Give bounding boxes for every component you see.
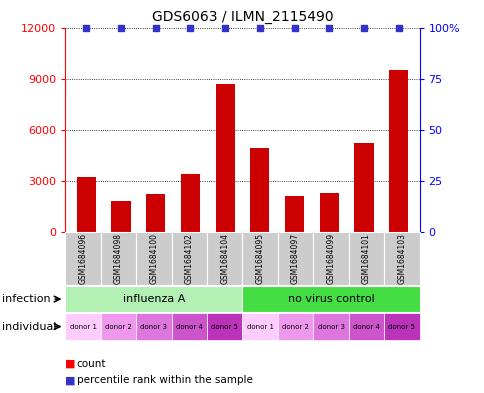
Bar bbox=[181, 174, 199, 232]
Text: donor 2: donor 2 bbox=[282, 323, 308, 330]
Text: GSM1684097: GSM1684097 bbox=[290, 233, 300, 284]
Text: donor 5: donor 5 bbox=[388, 323, 414, 330]
Text: percentile rank within the sample: percentile rank within the sample bbox=[76, 375, 252, 386]
Bar bbox=[111, 201, 130, 232]
Bar bbox=[215, 84, 234, 232]
Bar bbox=[250, 149, 269, 232]
Text: no virus control: no virus control bbox=[287, 294, 374, 304]
Text: GSM1684096: GSM1684096 bbox=[78, 233, 88, 284]
Bar bbox=[319, 193, 338, 232]
Text: donor 3: donor 3 bbox=[317, 323, 344, 330]
Text: donor 5: donor 5 bbox=[211, 323, 238, 330]
Text: influenza A: influenza A bbox=[122, 294, 185, 304]
Text: GSM1684101: GSM1684101 bbox=[361, 233, 370, 284]
Text: individual: individual bbox=[2, 321, 57, 332]
Text: GSM1684098: GSM1684098 bbox=[114, 233, 123, 284]
Bar bbox=[388, 70, 408, 232]
Point bbox=[256, 24, 263, 31]
Text: ■: ■ bbox=[65, 358, 76, 369]
Text: GDS6063 / ILMN_2115490: GDS6063 / ILMN_2115490 bbox=[151, 10, 333, 24]
Text: donor 1: donor 1 bbox=[246, 323, 273, 330]
Point bbox=[151, 24, 159, 31]
Text: donor 2: donor 2 bbox=[105, 323, 132, 330]
Text: donor 1: donor 1 bbox=[70, 323, 96, 330]
Point bbox=[186, 24, 194, 31]
Point bbox=[325, 24, 333, 31]
Text: donor 3: donor 3 bbox=[140, 323, 167, 330]
Text: ■: ■ bbox=[65, 375, 76, 386]
Bar bbox=[285, 196, 303, 232]
Text: count: count bbox=[76, 358, 106, 369]
Point bbox=[394, 24, 402, 31]
Bar bbox=[354, 143, 373, 232]
Text: donor 4: donor 4 bbox=[176, 323, 202, 330]
Text: GSM1684095: GSM1684095 bbox=[255, 233, 264, 284]
Bar bbox=[76, 177, 96, 232]
Bar bbox=[146, 195, 165, 232]
Text: infection: infection bbox=[2, 294, 51, 304]
Point bbox=[117, 24, 125, 31]
Point bbox=[290, 24, 298, 31]
Text: GSM1684099: GSM1684099 bbox=[326, 233, 335, 284]
Text: GSM1684103: GSM1684103 bbox=[396, 233, 406, 284]
Text: GSM1684104: GSM1684104 bbox=[220, 233, 229, 284]
Text: GSM1684102: GSM1684102 bbox=[184, 233, 194, 284]
Point bbox=[221, 24, 228, 31]
Text: GSM1684100: GSM1684100 bbox=[149, 233, 158, 284]
Point bbox=[82, 24, 90, 31]
Text: donor 4: donor 4 bbox=[352, 323, 379, 330]
Point bbox=[359, 24, 367, 31]
